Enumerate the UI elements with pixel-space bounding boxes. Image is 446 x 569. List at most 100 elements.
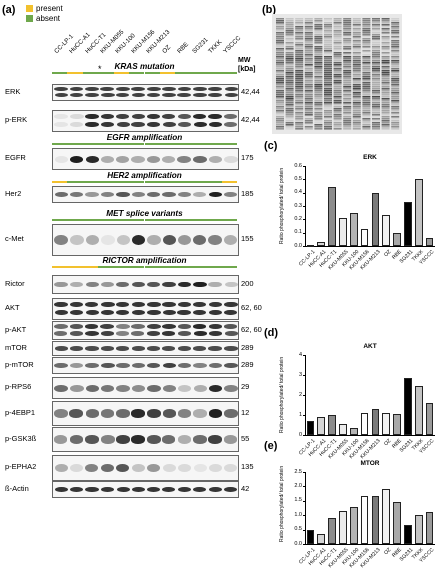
gel-band [352,74,361,76]
blot-band [100,155,115,163]
status-bar-segment [113,143,130,145]
gel-band [285,60,294,62]
gel-band [285,72,294,74]
chart-bar [414,386,423,435]
chart-y-tick-label: 0.5 [294,526,302,533]
blot-band [69,86,83,91]
blot-band [69,463,84,473]
blot-band [177,155,191,163]
gel-band [381,122,390,124]
status-bar-segment [190,181,207,183]
blot-row-mw: 175 [241,153,254,162]
blot-band [208,234,222,246]
gel-band [381,34,390,36]
gel-band [314,36,323,38]
gel-band [372,26,380,28]
gel-band [391,48,400,50]
gel-band [333,58,342,60]
gel-band [343,86,352,88]
blot-band [131,93,146,98]
gel-band [333,26,342,28]
blot-band [100,409,115,418]
gel-band [295,38,304,40]
gel-band [304,56,313,58]
blot-band [224,281,238,288]
status-bar-segment [82,219,99,221]
gel-band [333,50,342,52]
gel-band [295,30,304,32]
gel-band [391,38,400,40]
blot-band [162,463,177,473]
gel-band [381,76,390,78]
blot-band [177,463,192,473]
chart-y-tick-label: 0.0 [294,540,302,547]
gel-band [381,18,390,20]
blot-band [209,362,223,369]
blot-band [192,234,207,246]
chart-y-tick-label: 0.3 [294,202,302,209]
gel-band [352,116,361,118]
gel-band [362,100,371,102]
gel-band [352,92,361,94]
gel-band [362,64,371,66]
blot-band [85,191,99,198]
gel-band [343,74,352,76]
blot-band [146,486,160,493]
gel-band [295,112,304,114]
gel-band [324,36,332,38]
gel-band [343,88,352,90]
gel-band [295,68,304,70]
gel-band [391,74,400,76]
gel-band [352,118,361,120]
blot-strip [52,84,239,101]
gel-band [295,50,304,52]
panel-b-gel-image [272,14,402,134]
gel-band [295,84,304,86]
gel-band [343,104,352,106]
chart-y-tick [303,486,305,488]
blot-band [69,93,84,98]
chart-bar [339,510,347,544]
status-bar-segment [221,266,237,268]
blot-row-mw: 12 [241,407,250,417]
gel-band [381,28,390,30]
blot-row-mw: 42,44 [241,86,260,96]
blot-band [54,384,68,392]
gel-band [362,28,371,30]
gel-band [352,68,361,70]
blot-band [193,346,207,351]
gel-band [295,80,304,82]
gel-band [304,44,313,46]
blot-row-mw: 135 [241,462,254,471]
gel-band [304,92,313,94]
gel-band [381,98,390,100]
gel-band [324,54,332,56]
blot-row-label: Her2 [5,188,22,198]
status-bar-segment [67,266,83,268]
gel-band [285,70,294,72]
status-bar-segment [98,266,114,268]
gel-band [391,102,400,104]
chart-y-tick [303,472,305,473]
gel-band [333,38,342,40]
gel-band [381,92,390,94]
gel-band [304,28,313,30]
gel-band [324,76,332,78]
blot-band [116,486,130,493]
gel-band [324,86,332,88]
gel-band [372,28,380,30]
chart-y-axis-label: Ratio phosphorylated/ total protein [279,465,285,542]
gel-band [333,66,342,68]
gel-band [333,20,342,22]
gel-band [333,102,342,104]
gel-band [314,84,323,86]
gel-band [276,80,284,82]
status-bar-segment [52,219,68,221]
gel-band [304,82,313,84]
gel-band [343,126,352,128]
gel-band [381,40,390,42]
gel-band [285,22,294,24]
gel-band [324,60,332,62]
chart-y-tick [303,166,305,167]
blot-band [131,234,146,246]
